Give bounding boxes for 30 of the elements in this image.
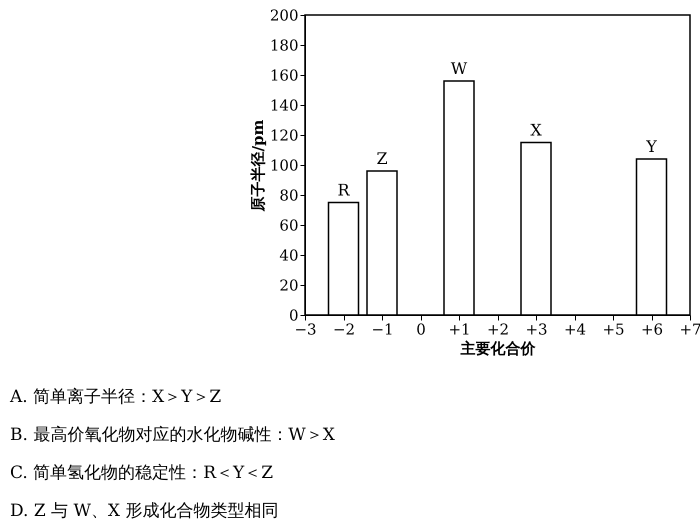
- y-tick-label: 180: [270, 36, 298, 54]
- x-tick-label: +5: [602, 320, 625, 338]
- text: A. 简单离子半径：X＞Y＞Z: [9, 387, 222, 407]
- y-tick-label: 60: [279, 216, 298, 234]
- x-tick-label: 0: [416, 320, 426, 338]
- y-axis-title: 原子半径/pm: [248, 119, 267, 212]
- annotation: Y: [645, 137, 658, 156]
- y-tick-label: 20: [279, 276, 298, 294]
- annotation: W: [450, 59, 468, 78]
- text: B. 最高价氧化物对应的水化物碱性：W＞X: [10, 425, 336, 445]
- text: C. 简单氢化物的稳定性：R＜Y＜Z: [10, 463, 274, 483]
- annotation: X: [530, 120, 542, 140]
- y-tick-label: 40: [279, 246, 298, 264]
- y-tick-label: 100: [270, 156, 298, 174]
- y-tick-label: 140: [270, 96, 298, 114]
- x-tick-label: +4: [564, 320, 586, 338]
- x-tick-label: +6: [640, 320, 664, 338]
- y-tick-label: 120: [270, 126, 298, 144]
- x-tick-label: +2: [486, 320, 510, 338]
- x-tick-label: +3: [525, 320, 548, 338]
- x-tick-label: +1: [448, 320, 471, 338]
- text: D. Z 与 W、X 形成化合物类型相同: [10, 501, 278, 521]
- y-tick-label: 200: [270, 6, 298, 24]
- y-tick-label: 80: [279, 186, 298, 204]
- x-tick-label: −1: [371, 320, 394, 338]
- annotation: R: [337, 180, 350, 200]
- annotation: Z: [376, 149, 388, 168]
- x-tick-label: −2: [332, 320, 356, 338]
- y-tick-label: 160: [270, 66, 298, 84]
- x-axis-title: 主要化合价: [460, 340, 536, 358]
